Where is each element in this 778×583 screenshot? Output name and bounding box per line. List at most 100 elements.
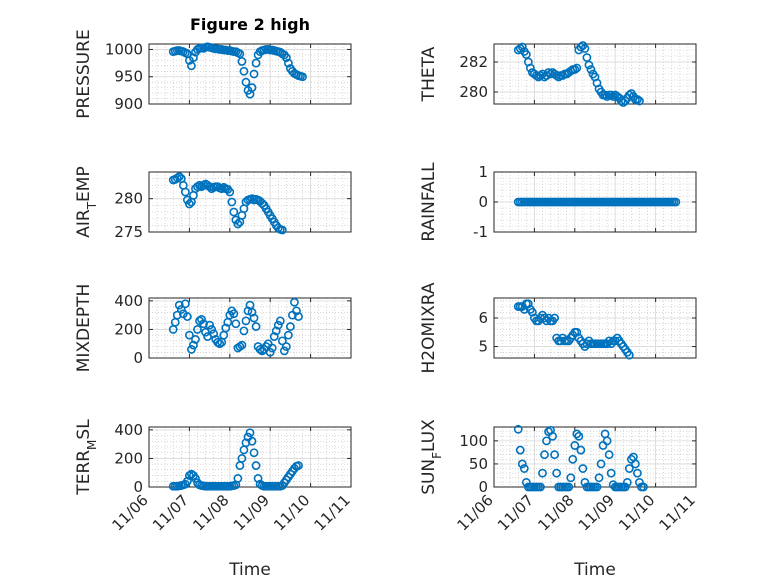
data-point bbox=[233, 474, 243, 483]
data-point bbox=[221, 323, 231, 333]
y-tick-label: 50 bbox=[469, 455, 488, 473]
x-tick-label: 11/10 bbox=[615, 491, 658, 534]
data-point bbox=[574, 431, 584, 441]
data-point bbox=[231, 319, 241, 329]
data-point bbox=[251, 461, 261, 470]
data-point bbox=[294, 461, 303, 470]
data-point bbox=[548, 431, 557, 441]
data-point bbox=[247, 83, 257, 93]
data-point bbox=[552, 468, 562, 478]
data-point bbox=[237, 454, 247, 463]
y-tick-label: 0 bbox=[133, 349, 143, 367]
data-point bbox=[279, 346, 289, 356]
data-point bbox=[532, 71, 541, 80]
x-axis-label-right: Time bbox=[573, 560, 616, 580]
data-point bbox=[624, 350, 634, 360]
data-point bbox=[606, 468, 616, 478]
data-point bbox=[265, 347, 275, 357]
y-tick-label: 6 bbox=[478, 309, 488, 327]
x-tick-label: 11/08 bbox=[534, 491, 577, 534]
data-point bbox=[546, 69, 555, 79]
y-axis-label: MIXDEPTH bbox=[74, 284, 94, 373]
data-point bbox=[209, 329, 219, 339]
axes-border bbox=[148, 426, 352, 488]
data-point bbox=[576, 445, 586, 455]
data-point bbox=[225, 187, 235, 197]
data-point bbox=[596, 459, 606, 469]
y-tick-label: 0 bbox=[478, 193, 488, 211]
data-point bbox=[580, 44, 590, 53]
data-point bbox=[207, 325, 217, 334]
data-point bbox=[600, 90, 610, 100]
data-point bbox=[639, 482, 648, 492]
data-point bbox=[519, 305, 529, 314]
data-point bbox=[292, 306, 301, 316]
panel-pressure: 900 950 1000 PRESSURE bbox=[74, 29, 352, 119]
data-point bbox=[251, 322, 261, 331]
y-axis-label: THETA bbox=[419, 46, 439, 102]
data-point bbox=[239, 66, 249, 76]
data-point bbox=[624, 90, 634, 100]
y-axis-label: H2OMIXRA bbox=[419, 282, 439, 373]
data-point bbox=[536, 482, 545, 492]
data-point bbox=[180, 299, 190, 309]
panel-mixdepth: 0 200 400 MIXDEPTH bbox=[74, 284, 352, 373]
data-point bbox=[564, 482, 574, 492]
data-point bbox=[247, 307, 257, 317]
data-point bbox=[635, 96, 644, 106]
data-point bbox=[199, 319, 208, 329]
panel-air-temp: 275 280 AIRTEMP bbox=[74, 166, 352, 241]
data-point bbox=[237, 57, 247, 66]
y-tick-label: -1 bbox=[473, 223, 488, 241]
data-point bbox=[241, 438, 251, 448]
data-point bbox=[604, 450, 614, 460]
data-point bbox=[277, 336, 287, 346]
data-point bbox=[550, 313, 559, 323]
data-point bbox=[576, 42, 586, 52]
data-point bbox=[184, 199, 194, 209]
y-tick-label: 200 bbox=[114, 449, 143, 467]
y-tick-label: 280 bbox=[459, 83, 488, 101]
data-point bbox=[525, 63, 535, 73]
data-point bbox=[606, 90, 616, 100]
data-point bbox=[275, 316, 285, 326]
y-tick-label: 950 bbox=[114, 68, 143, 86]
data-point bbox=[285, 322, 295, 331]
data-point bbox=[550, 450, 559, 460]
data-point bbox=[187, 345, 196, 354]
data-point bbox=[570, 65, 580, 74]
data-point bbox=[225, 310, 235, 320]
panel-theta: 280 282 THETA bbox=[419, 41, 697, 107]
x-tick-label: 11/11 bbox=[656, 491, 699, 534]
data-point bbox=[243, 306, 253, 316]
y-tick-label: 5 bbox=[478, 338, 488, 356]
data-point bbox=[572, 429, 582, 439]
data-point bbox=[542, 436, 551, 446]
x-tick-label: 11/06 bbox=[109, 491, 152, 534]
data-point bbox=[527, 307, 537, 317]
data-point bbox=[572, 63, 582, 73]
data-point bbox=[566, 473, 576, 483]
data-point bbox=[523, 299, 533, 309]
data-point bbox=[584, 60, 594, 70]
x-tick-label: 11/07 bbox=[149, 491, 192, 534]
data-point bbox=[517, 459, 527, 469]
data-point bbox=[622, 477, 632, 487]
data-point bbox=[205, 182, 214, 192]
data-point bbox=[519, 464, 529, 473]
data-point bbox=[235, 342, 245, 351]
x-tick-label: 11/07 bbox=[494, 491, 537, 534]
chart-title: Figure 2 high bbox=[190, 15, 310, 34]
data-point bbox=[182, 476, 192, 486]
data-point bbox=[517, 42, 527, 52]
data-point bbox=[189, 53, 198, 63]
y-axis-label: RAINFALL bbox=[419, 162, 439, 242]
x-tick-label: 11/10 bbox=[270, 491, 313, 534]
data-point bbox=[229, 207, 239, 217]
x-tick-label: 11/08 bbox=[189, 491, 232, 534]
data-point bbox=[191, 474, 200, 483]
data-point bbox=[283, 58, 293, 68]
y-tick-label: 280 bbox=[114, 190, 143, 208]
